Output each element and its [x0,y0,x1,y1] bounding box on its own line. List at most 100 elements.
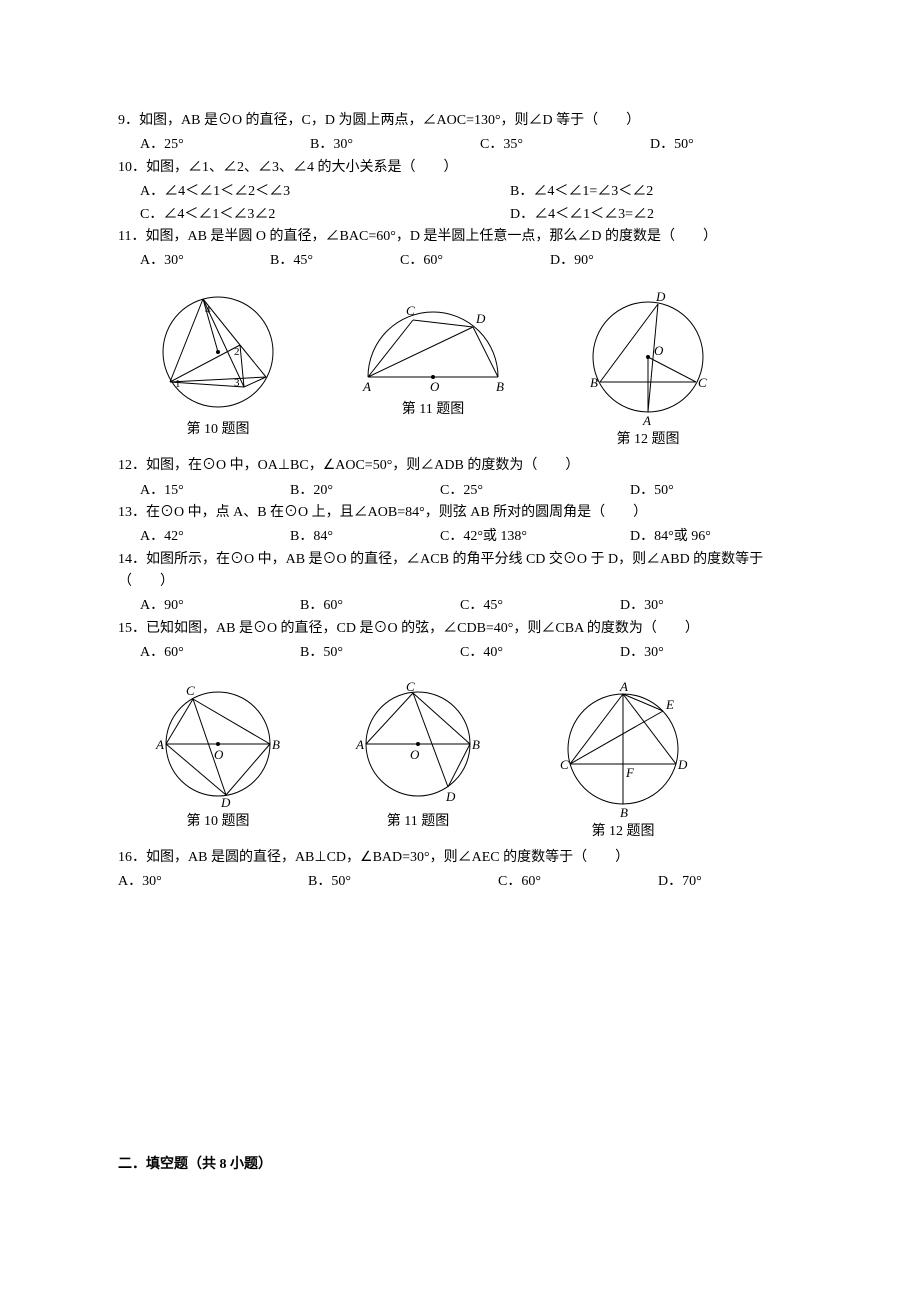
q13-opt-a: A．42° [140,526,250,548]
q11-options: A．30° B．45° C．60° D．90° [140,250,802,272]
q12-opt-c: C．25° [440,480,590,502]
fig16-cell: A B C D E F 第 12 题图 [548,679,698,843]
q16-opt-c: C．60° [498,871,618,893]
svg-text:1: 1 [175,378,181,390]
q9-opt-c: C．35° [480,134,610,156]
q9-opt-a: A．25° [140,134,270,156]
q12-opt-b: B．20° [290,480,400,502]
q15-opt-d: D．30° [620,642,664,664]
svg-text:C: C [698,375,707,390]
question-13: 13．在⊙O 中，点 A、B 在⊙O 上，且∠AOB=84°，则弦 AB 所对的… [118,502,802,524]
svg-text:A: A [619,679,628,694]
q10-opt-d: D．∠4＜∠1＜∠3=∠2 [510,204,654,226]
q15-text: 15．已知如图，AB 是⊙O 的直径，CD 是⊙O 的弦，∠CDB=40°，则∠… [118,621,699,636]
svg-text:3: 3 [234,377,240,389]
svg-text:D: D [475,311,486,326]
q14-text: 14．如图所示，在⊙O 中，AB 是⊙O 的直径，∠ACB 的角平分线 CD 交… [118,552,763,589]
svg-text:B: B [620,805,628,819]
svg-text:O: O [214,747,224,762]
question-10: 10．如图，∠1、∠2、∠3、∠4 的大小关系是（ ） [118,157,802,179]
q13-opt-d: D．84°或 96° [630,526,711,548]
q16-options: A．30° B．50° C．60° D．70° [118,871,802,893]
q9-opt-d: D．50° [650,134,694,156]
svg-text:B: B [590,375,598,390]
svg-text:F: F [625,765,635,780]
svg-text:A: A [362,379,371,394]
q13-options: A．42° B．84° C．42°或 138° D．84°或 96° [140,526,802,548]
fig16-svg: A B C D E F [548,679,698,819]
fig15-cap: 第 11 题图 [387,811,449,833]
q9-opt-b: B．30° [310,134,440,156]
q12-opt-a: A．15° [140,480,250,502]
svg-text:4: 4 [205,304,211,316]
fig10-svg: 1 3 2 4 [148,287,288,417]
svg-text:D: D [655,289,666,304]
svg-text:D: D [677,757,688,772]
svg-text:D: D [220,795,231,809]
question-15: 15．已知如图，AB 是⊙O 的直径，CD 是⊙O 的弦，∠CDB=40°，则∠… [118,618,802,640]
svg-text:O: O [430,379,440,394]
fig16-cap: 第 12 题图 [592,821,655,843]
q14-opt-a: A．90° [140,595,260,617]
fig11-svg: A O B C D [348,287,518,397]
fig14-cell: A B C D O 第 10 题图 [148,679,288,843]
svg-text:A: A [355,737,364,752]
q9-options: A．25° B．30° C．35° D．50° [140,134,802,156]
svg-text:B: B [272,737,280,752]
question-12: 12．如图，在⊙O 中，OA⊥BC，∠AOC=50°，则∠ADB 的度数为（ ） [118,455,802,477]
svg-text:E: E [665,697,674,712]
q10-opt-a: A．∠4＜∠1＜∠2＜∠3 [140,181,470,203]
q12-opt-d: D．50° [630,480,674,502]
q16-opt-d: D．70° [658,871,702,893]
svg-text:C: C [406,679,415,694]
question-16: 16．如图，AB 是圆的直径，AB⊥CD，∠BAD=30°，则∠AEC 的度数等… [118,847,802,869]
svg-text:O: O [654,343,664,358]
q15-opt-c: C．40° [460,642,580,664]
svg-text:D: D [445,789,456,804]
page-container: 9．如图，AB 是⊙O 的直径，C，D 为圆上两点，∠AOC=130°，则∠D … [0,0,920,1302]
svg-text:C: C [406,303,415,318]
q15-options: A．60° B．50° C．40° D．30° [140,642,802,664]
q14-opt-d: D．30° [620,595,664,617]
fig15-svg: A B C D O [348,679,488,809]
q16-text: 16．如图，AB 是圆的直径，AB⊥CD，∠BAD=30°，则∠AEC 的度数等… [118,850,629,865]
fig15-cell: A B C D O 第 11 题图 [348,679,488,843]
svg-text:B: B [496,379,504,394]
question-14: 14．如图所示，在⊙O 中，AB 是⊙O 的直径，∠ACB 的角平分线 CD 交… [118,549,802,594]
svg-text:A: A [642,413,651,427]
q11-opt-a: A．30° [140,250,230,272]
q10-options: A．∠4＜∠1＜∠2＜∠3 B．∠4＜∠1=∠3＜∠2 C．∠4＜∠1＜∠3∠2… [140,181,802,226]
section-2-title: 二．填空题（共 8 小题） [118,1154,802,1176]
q14-opt-b: B．60° [300,595,420,617]
q16-opt-a: A．30° [118,871,268,893]
fig11-cell: A O B C D 第 11 题图 [348,287,518,451]
q10-opt-c: C．∠4＜∠1＜∠3∠2 [140,204,470,226]
fig10-cell: 1 3 2 4 第 10 题图 [148,287,288,451]
svg-text:A: A [155,737,164,752]
fig12-cap: 第 12 题图 [617,429,680,451]
q15-opt-b: B．50° [300,642,420,664]
q10-opt-b: B．∠4＜∠1=∠3＜∠2 [510,181,653,203]
fig12-svg: O A B C D [578,287,718,427]
question-11: 11．如图，AB 是半圆 O 的直径，∠BAC=60°，D 是半圆上任意一点，那… [118,226,802,248]
question-9: 9．如图，AB 是⊙O 的直径，C，D 为圆上两点，∠AOC=130°，则∠D … [118,110,802,132]
fig10-cap: 第 10 题图 [187,419,250,441]
q13-opt-b: B．84° [290,526,400,548]
q12-text: 12．如图，在⊙O 中，OA⊥BC，∠AOC=50°，则∠ADB 的度数为（ ） [118,458,579,473]
q11-opt-d: D．90° [550,250,594,272]
fig14-cap: 第 10 题图 [187,811,250,833]
q11-opt-b: B．45° [270,250,360,272]
q15-opt-a: A．60° [140,642,260,664]
q14-opt-c: C．45° [460,595,580,617]
fig12-cell: O A B C D 第 12 题图 [578,287,718,451]
q9-text: 9．如图，AB 是⊙O 的直径，C，D 为圆上两点，∠AOC=130°，则∠D … [118,113,640,128]
q13-text: 13．在⊙O 中，点 A、B 在⊙O 上，且∠AOB=84°，则弦 AB 所对的… [118,505,647,520]
svg-text:C: C [560,757,569,772]
fig14-svg: A B C D O [148,679,288,809]
svg-text:O: O [410,747,420,762]
figure-row-1: 1 3 2 4 第 10 题图 [148,287,802,451]
q10-text: 10．如图，∠1、∠2、∠3、∠4 的大小关系是（ ） [118,160,458,175]
svg-text:C: C [186,683,195,698]
q11-opt-c: C．60° [400,250,510,272]
svg-text:2: 2 [234,346,240,358]
